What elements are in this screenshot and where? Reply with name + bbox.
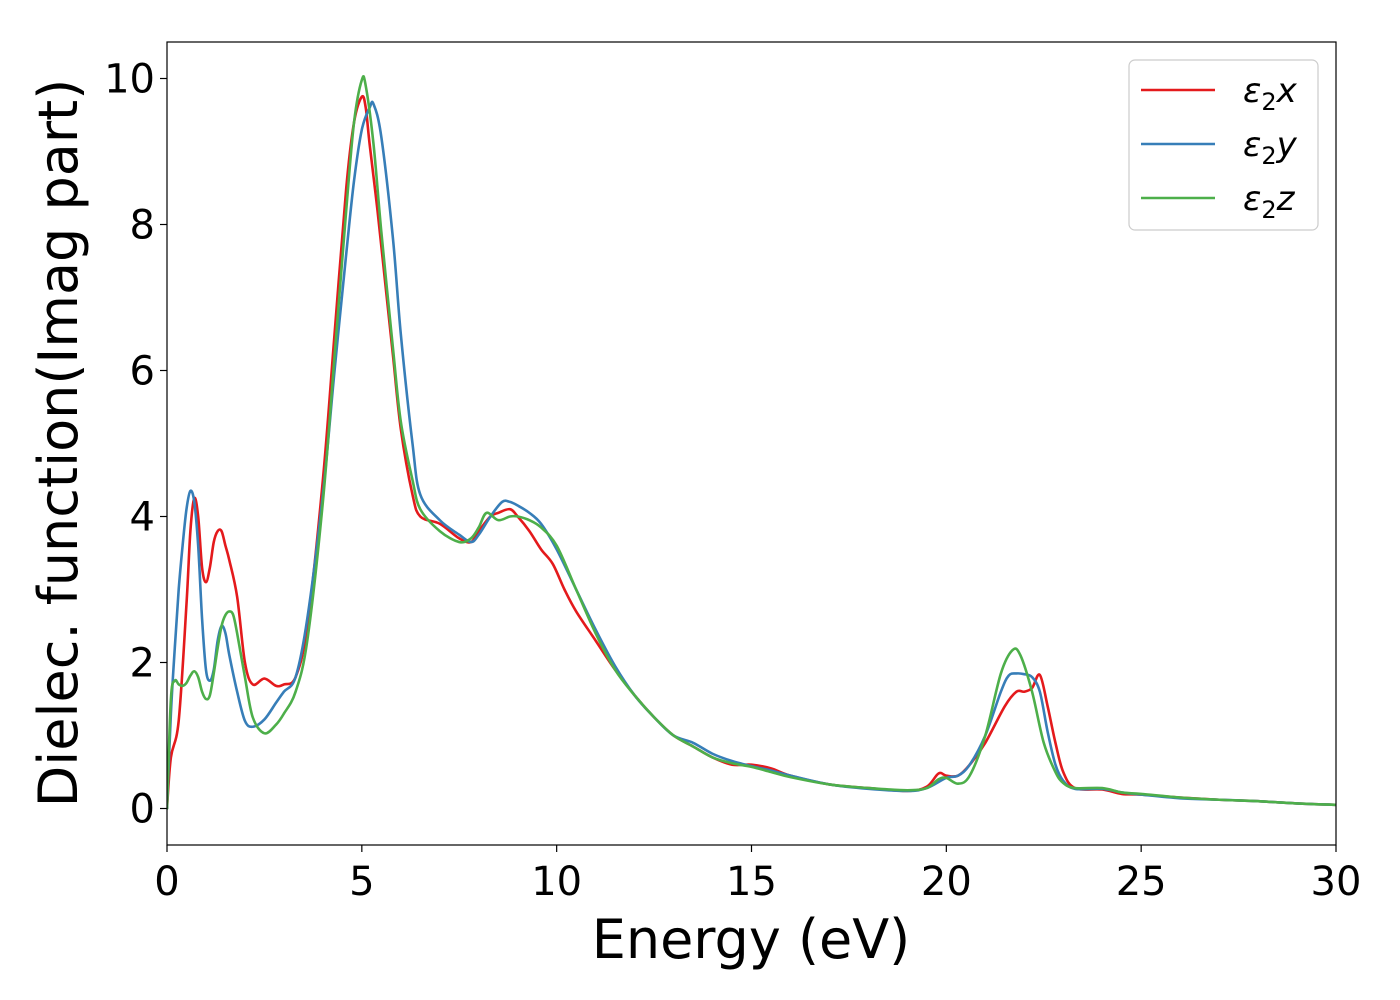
legend-label-x: ε2x [1243,71,1298,116]
x-tick-label: 10 [531,859,582,905]
x-axis-title: Energy (eV) [592,908,911,971]
x-tick-label: 20 [921,859,972,905]
series-line-z [167,75,1336,810]
x-tick-label: 15 [726,859,777,905]
legend: ε2x ε2y ε2z [1128,59,1319,231]
y-tick-label: 8 [130,203,155,249]
series-layer [167,75,1336,810]
y-tick-label: 6 [130,349,155,395]
y-tick-label: 2 [130,641,155,687]
x-tick-label: 0 [154,859,179,905]
y-axis-title: Dielec. function(Imag part) [27,79,90,808]
legend-label-y: ε2y [1243,125,1298,170]
y-tick-label: 10 [104,57,155,103]
legend-box [1128,59,1319,231]
x-tick-label: 5 [349,859,374,905]
series-line-x [167,94,1336,810]
x-tick-label: 25 [1116,859,1167,905]
ticks-layer: 0 5 10 15 20 25 30 0 2 4 6 8 10 [104,57,1361,906]
y-tick-label: 0 [130,787,155,833]
legend-label-z: ε2z [1243,179,1296,224]
x-tick-label: 30 [1311,859,1362,905]
y-tick-label: 4 [130,495,155,541]
